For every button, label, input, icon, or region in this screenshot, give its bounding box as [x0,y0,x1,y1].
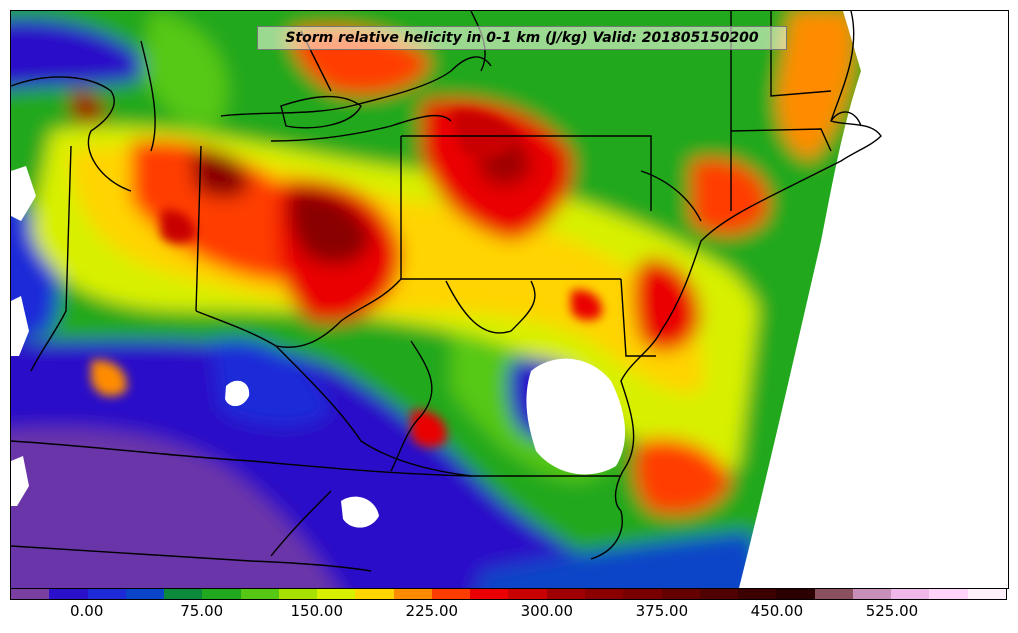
field-detail [91,110,602,448]
colorbar-segment [470,589,509,599]
colorbar-segment [738,589,777,599]
colorbar-segment [546,589,585,599]
colorbar-segment [431,589,471,599]
colorbar-segment [852,589,892,599]
colorbar-segment [240,589,279,599]
boundaries [11,11,882,572]
colorbar-segment [278,589,318,599]
colorbar [10,588,1007,600]
colorbar-segment [87,589,126,599]
colorbar-tick-label: 525.00 [865,602,919,620]
colorbar-segment [125,589,165,599]
colorbar-tick-label: 450.00 [750,602,804,620]
colorbar-segment [623,589,662,599]
colorbar-tick-label: 225.00 [405,602,459,620]
map-title: Storm relative helicity in 0-1 km (J/kg)… [257,26,787,50]
helicity-map [11,11,1008,588]
map-frame: Storm relative helicity in 0-1 km (J/kg)… [10,10,1009,589]
colorbar-segment [584,589,624,599]
colorbar-segment [929,589,968,599]
missing-areas [11,11,1008,588]
colorbar-tick-label: 150.00 [290,602,344,620]
colorbar-segment [393,589,432,599]
colorbar-segment [508,589,547,599]
colorbar-segment [699,589,739,599]
colorbar-tick-label: 375.00 [635,602,689,620]
colorbar-tick-label: 300.00 [520,602,574,620]
colorbar-segment [355,589,394,599]
colorbar-segment [164,589,203,599]
colorbar-segment [776,589,815,599]
colorbar-segment [891,589,930,599]
colorbar-segment [814,589,853,599]
colorbar-segment [661,589,700,599]
colorbar-segment [202,589,241,599]
colorbar-tick-label: 75.00 [180,602,224,620]
colorbar-labels: 0.00 75.00 150.00 225.00 300.00 375.00 450.00 5… [10,602,1007,624]
colorbar-tick-label: 0.00 [69,602,104,620]
colorbar-segment [967,589,1006,599]
colorbar-segment [317,589,356,599]
colorbar-segment [49,589,88,599]
colorbar-segment [11,589,50,599]
